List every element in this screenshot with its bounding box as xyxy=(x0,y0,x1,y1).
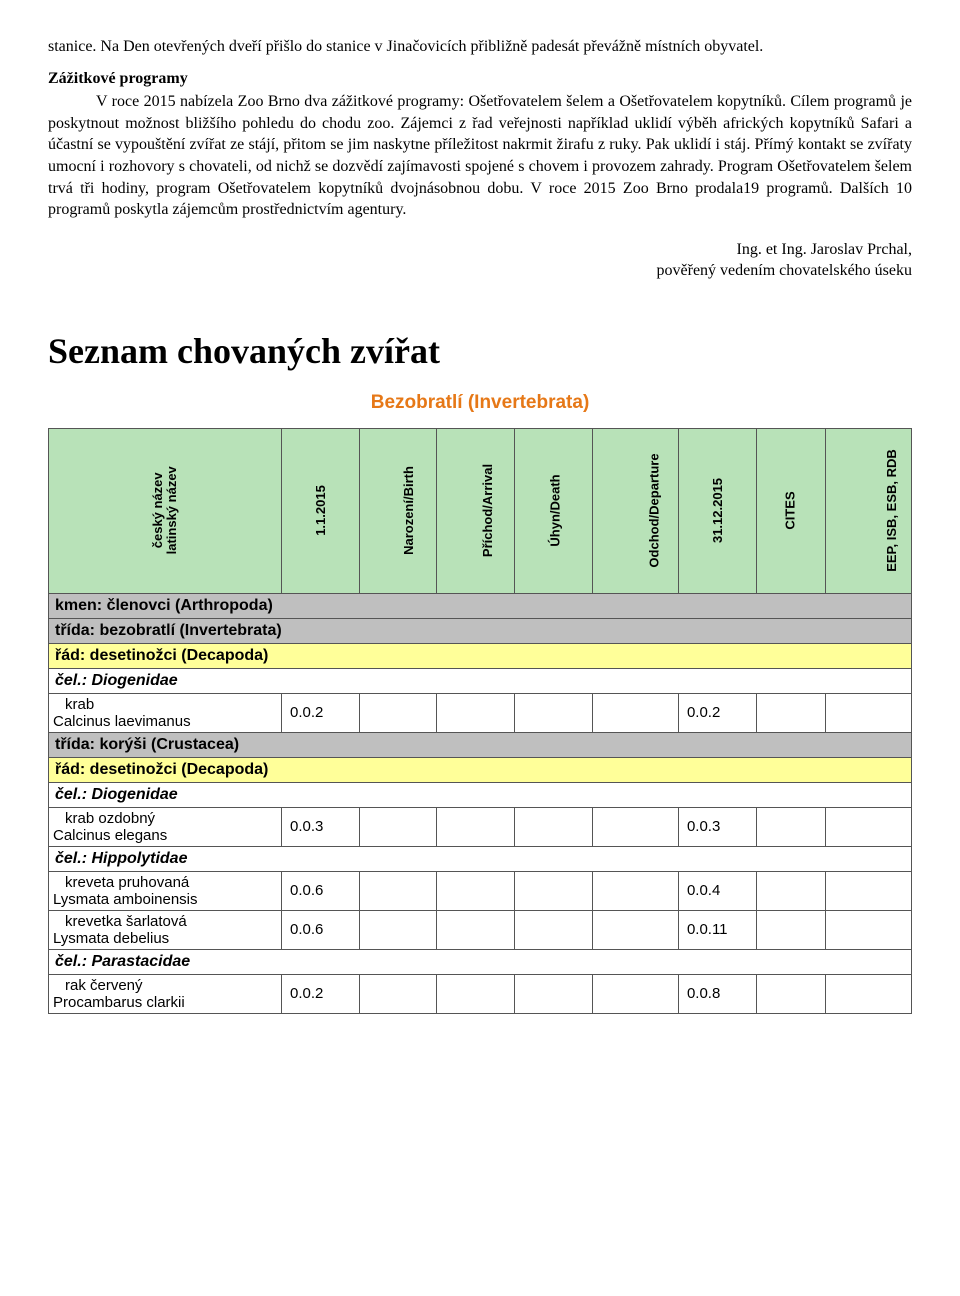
value-cell xyxy=(756,871,825,910)
value-cell xyxy=(592,693,678,732)
value-cell xyxy=(359,871,437,910)
value-cell xyxy=(592,910,678,949)
value-cell xyxy=(437,871,515,910)
column-header: Narození/Birth xyxy=(359,428,437,593)
value-cell xyxy=(514,693,592,732)
species-name-cell: krabCalcinus laevimanus xyxy=(49,693,282,732)
value-cell xyxy=(514,910,592,949)
taxon-row: řád: desetinožci (Decapoda) xyxy=(49,643,912,668)
value-cell xyxy=(825,807,911,846)
value-cell: 0.0.2 xyxy=(282,974,360,1013)
column-header: český názevlatinský název xyxy=(49,428,282,593)
taxon-row: čel.: Diogenidae xyxy=(49,668,912,693)
subtitle-bezobratli: Bezobratlí (Invertebrata) xyxy=(48,392,912,414)
value-cell xyxy=(514,871,592,910)
value-cell xyxy=(756,910,825,949)
value-cell xyxy=(514,974,592,1013)
column-header: 1.1.2015 xyxy=(282,428,360,593)
value-cell xyxy=(592,871,678,910)
value-cell xyxy=(825,974,911,1013)
value-cell xyxy=(437,974,515,1013)
value-cell: 0.0.3 xyxy=(282,807,360,846)
value-cell xyxy=(359,910,437,949)
value-cell xyxy=(756,974,825,1013)
value-cell xyxy=(359,807,437,846)
species-name-cell: krevetka šarlatováLysmata debelius xyxy=(49,910,282,949)
species-name-cell: kreveta pruhovanáLysmata amboinensis xyxy=(49,871,282,910)
taxon-row: čel.: Parastacidae xyxy=(49,949,912,974)
value-cell xyxy=(825,910,911,949)
value-cell: 0.0.2 xyxy=(678,693,756,732)
value-cell xyxy=(825,871,911,910)
signature-name: Ing. et Ing. Jaroslav Prchal, xyxy=(736,241,912,258)
column-header: 31.12.2015 xyxy=(678,428,756,593)
value-cell xyxy=(514,807,592,846)
taxon-row: kmen: členovci (Arthropoda) xyxy=(49,593,912,618)
value-cell: 0.0.4 xyxy=(678,871,756,910)
taxon-row: třída: bezobratlí (Invertebrata) xyxy=(49,618,912,643)
value-cell xyxy=(359,693,437,732)
value-cell xyxy=(437,693,515,732)
column-header: Příchod/Arrival xyxy=(437,428,515,593)
taxon-row: řád: desetinožci (Decapoda) xyxy=(49,757,912,782)
paragraph-top: stanice. Na Den otevřených dveří přišlo … xyxy=(48,36,912,58)
column-header: EEP, ISB, ESB, RDB xyxy=(825,428,911,593)
species-table: český názevlatinský název1.1.2015Narozen… xyxy=(48,428,912,1014)
species-name-cell: krab ozdobnýCalcinus elegans xyxy=(49,807,282,846)
value-cell: 0.0.11 xyxy=(678,910,756,949)
value-cell xyxy=(592,807,678,846)
value-cell: 0.0.3 xyxy=(678,807,756,846)
value-cell: 0.0.6 xyxy=(282,910,360,949)
species-name-cell: rak červenýProcambarus clarkii xyxy=(49,974,282,1013)
taxon-row: třída: korýši (Crustacea) xyxy=(49,732,912,757)
taxon-row: čel.: Diogenidae xyxy=(49,782,912,807)
section-heading-programs: Zážitkové programy xyxy=(48,68,912,90)
value-cell xyxy=(825,693,911,732)
value-cell xyxy=(756,693,825,732)
paragraph-programs: V roce 2015 nabízela Zoo Brno dva zážitk… xyxy=(48,91,912,221)
value-cell: 0.0.6 xyxy=(282,871,360,910)
page-title-seznam: Seznam chovaných zvířat xyxy=(48,330,912,372)
column-header: Odchod/Departure xyxy=(592,428,678,593)
value-cell: 0.0.8 xyxy=(678,974,756,1013)
value-cell xyxy=(359,974,437,1013)
signature-block: Ing. et Ing. Jaroslav Prchal, pověřený v… xyxy=(48,239,912,282)
value-cell xyxy=(592,974,678,1013)
value-cell: 0.0.2 xyxy=(282,693,360,732)
value-cell xyxy=(437,807,515,846)
value-cell xyxy=(756,807,825,846)
value-cell xyxy=(437,910,515,949)
column-header: Úhyn/Death xyxy=(514,428,592,593)
signature-role: pověřený vedením chovatelského úseku xyxy=(657,262,912,279)
taxon-row: čel.: Hippolytidae xyxy=(49,846,912,871)
column-header: CITES xyxy=(756,428,825,593)
